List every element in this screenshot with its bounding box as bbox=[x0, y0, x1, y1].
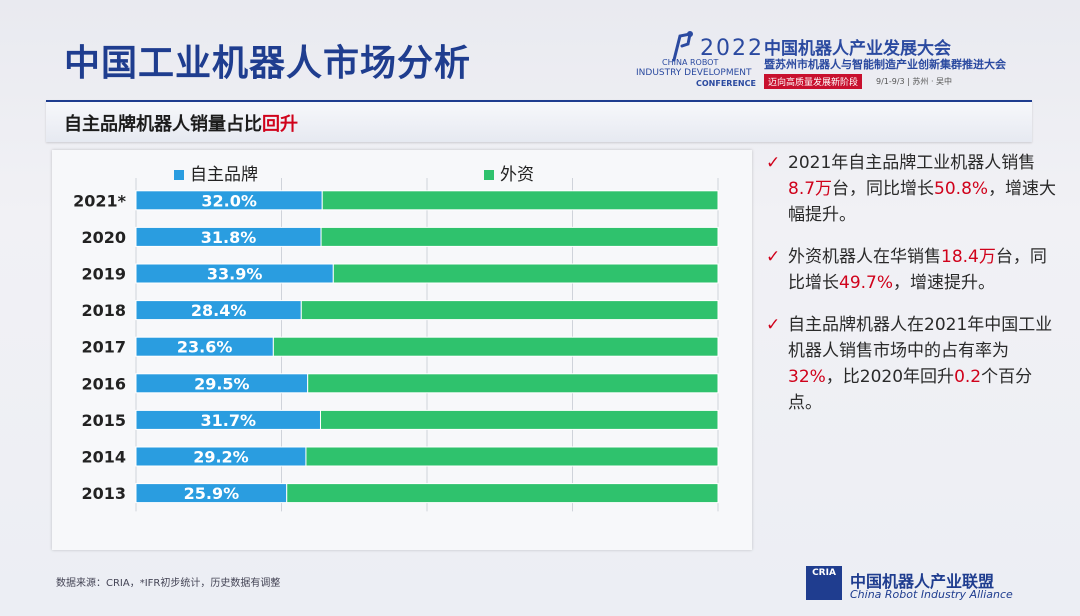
category-label: 2016 bbox=[81, 374, 126, 393]
legend-swatch bbox=[484, 170, 494, 180]
cria-en-name: China Robot Industry Alliance bbox=[850, 588, 1013, 601]
checkmark-icon: ✓ bbox=[766, 315, 781, 335]
bar-foreign bbox=[305, 446, 719, 467]
conference-badge: 迈向高质量发展新阶段 bbox=[764, 74, 863, 89]
stacked-bar-chart: 自主品牌 外资 2021* 32.0% 2020 31.8% 2019 33.9% 2018 28… bbox=[73, 165, 744, 572]
note-highlight: 18.4万 bbox=[941, 247, 996, 267]
note-highlight: 8.7万 bbox=[788, 179, 833, 199]
cria-cn-name: 中国机器人产业联盟 bbox=[850, 572, 995, 591]
category-label: 2017 bbox=[81, 338, 126, 357]
note-item: ✓ 2021年自主品牌工业机器人销售 8.7万台，同比增长50.8%，增速大幅提升。 bbox=[762, 150, 1062, 228]
cria-logo-block: CRIA 中国机器人产业联盟 China Robot Industry Alli… bbox=[806, 566, 1066, 606]
note-highlight: 32% bbox=[788, 367, 826, 387]
conference-date: 9/1-9/3 | 苏州 · 吴中 bbox=[876, 77, 953, 86]
subtitle-highlight: 回升 bbox=[262, 114, 298, 135]
conference-en-line2: INDUSTRY DEVELOPMENT bbox=[636, 68, 752, 78]
checkmark-icon: ✓ bbox=[766, 153, 781, 173]
chart-panel: 自主品牌 外资 2021* 32.0% 2020 31.8% 2019 33.9% 2018 28… bbox=[52, 150, 752, 572]
note-text: 台，同比增长 bbox=[832, 179, 935, 199]
data-label: 29.5% bbox=[194, 374, 250, 393]
note-text: 自主品牌机器人在2021年中国工业机器人销售市场中的占有率为 bbox=[788, 315, 1053, 361]
conference-cn-subtitle: 暨苏州市机器人与智能制造产业创新集群推进大会 bbox=[764, 58, 1006, 71]
note-text: 台，同比增长 bbox=[788, 247, 1047, 293]
bar-foreign bbox=[286, 483, 719, 504]
data-label: 29.2% bbox=[193, 448, 249, 467]
note-highlight: 49.7% bbox=[839, 273, 894, 293]
conference-en-line1: CHINA ROBOT bbox=[662, 58, 719, 67]
data-label: 31.7% bbox=[200, 411, 256, 430]
data-label: 23.6% bbox=[177, 338, 233, 357]
subtitle-bar: 自主品牌机器人销量占比回升 bbox=[46, 100, 1032, 142]
bar-foreign bbox=[332, 263, 719, 284]
data-label: 32.0% bbox=[201, 191, 257, 210]
legend-label: 外资 bbox=[500, 165, 534, 185]
data-label: 25.9% bbox=[184, 484, 240, 503]
conference-year: 2022 bbox=[700, 36, 764, 61]
data-label: 31.8% bbox=[201, 228, 257, 247]
cria-logo-icon: CRIA bbox=[806, 566, 842, 600]
category-label: 2019 bbox=[81, 265, 126, 284]
conference-en-line3: CONFERENCE bbox=[696, 79, 756, 88]
category-label: 2020 bbox=[81, 228, 126, 247]
subtitle-text: 自主品牌机器人销量占比 bbox=[64, 114, 262, 135]
note-text: 外资机器人在华销售 bbox=[788, 247, 941, 267]
note-text: ，比2020年回升 bbox=[825, 367, 955, 387]
legend-swatch bbox=[174, 170, 184, 180]
note-text: 2021年自主品牌工业机器人销售 bbox=[788, 153, 1036, 173]
page-title: 中国工业机器人市场分析 bbox=[64, 43, 472, 84]
conference-logo-block: 2022 CHINA ROBOT INDUSTRY DEVELOPMENT CO… bbox=[636, 26, 1066, 92]
note-highlight: 0.2 bbox=[954, 367, 982, 387]
note-item: ✓ 外资机器人在华销售18.4万台，同比增长49.7%，增速提升。 bbox=[762, 244, 1062, 296]
note-highlight: 50.8% bbox=[934, 179, 989, 199]
bar-foreign bbox=[272, 336, 719, 357]
bar-foreign bbox=[300, 300, 719, 321]
bar-foreign bbox=[321, 190, 719, 211]
bar-foreign bbox=[307, 373, 719, 394]
robot-arm-logo-icon bbox=[672, 31, 693, 62]
legend-label: 自主品牌 bbox=[190, 165, 258, 185]
category-label: 2014 bbox=[81, 448, 126, 467]
note-item: ✓ 自主品牌机器人在2021年中国工业机器人销售市场中的占有率为 32%，比2020… bbox=[762, 312, 1062, 416]
note-text: 个百分点。 bbox=[788, 367, 1033, 413]
bar-foreign bbox=[320, 226, 719, 247]
data-label: 28.4% bbox=[191, 301, 247, 320]
conference-cn-title: 中国机器人产业发展大会 bbox=[764, 39, 951, 59]
checkmark-icon: ✓ bbox=[766, 247, 781, 267]
data-label: 33.9% bbox=[207, 265, 263, 284]
bar-foreign bbox=[319, 409, 719, 430]
subtitle: 自主品牌机器人销量占比回升 bbox=[64, 110, 298, 136]
note-text: ，增速提升。 bbox=[893, 273, 996, 293]
category-label: 2013 bbox=[81, 484, 126, 503]
category-label: 2015 bbox=[81, 411, 126, 430]
note-text: ，增速大幅提升。 bbox=[788, 179, 1057, 225]
notes-panel: ✓ 2021年自主品牌工业机器人销售8.7万台，同比增长50.8%，增速大幅提升。… bbox=[762, 150, 1062, 432]
category-label: 2018 bbox=[81, 301, 126, 320]
data-source: 数据来源：CRIA，*IFR初步统计，历史数据有调整 bbox=[56, 578, 281, 589]
category-label: 2021* bbox=[73, 191, 127, 210]
